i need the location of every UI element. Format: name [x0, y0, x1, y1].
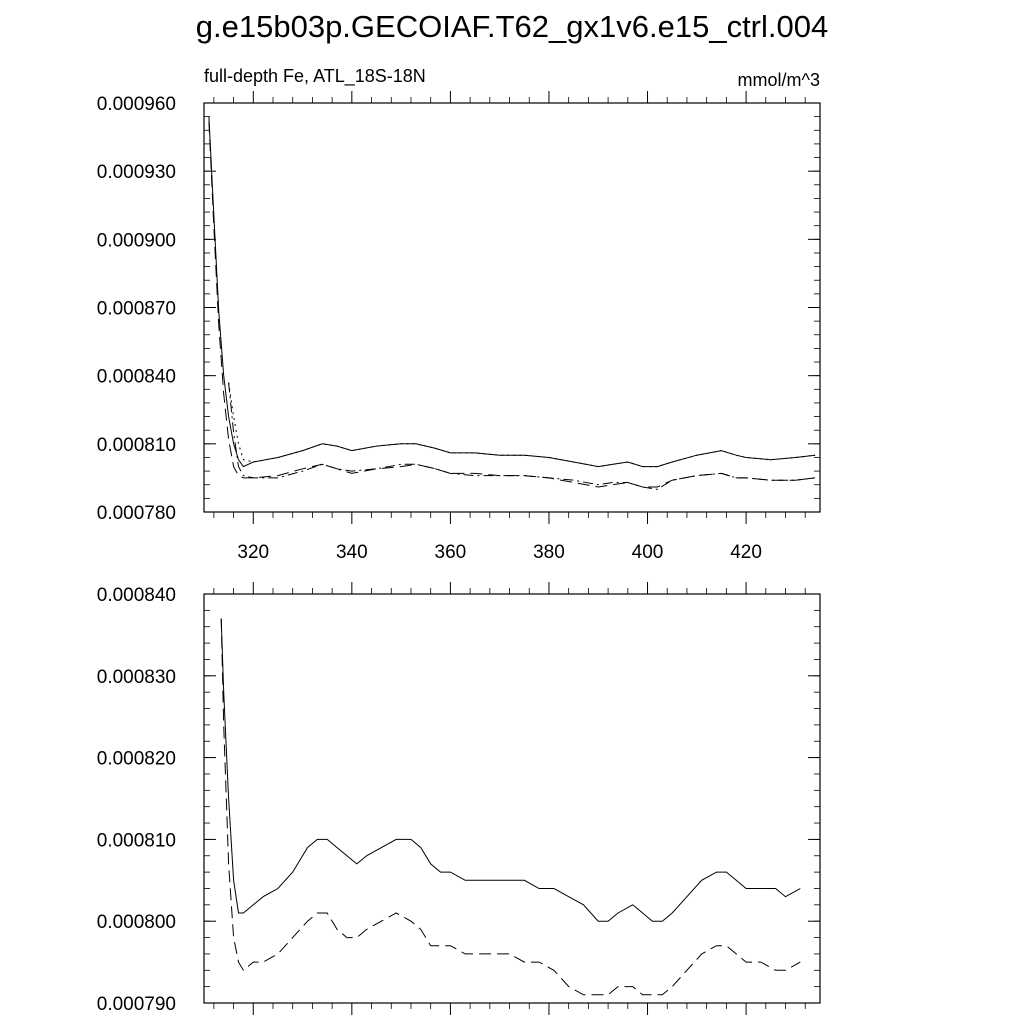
x-tick-label: 380	[533, 542, 565, 563]
series-line-solid	[220, 618, 801, 922]
top-panel: 0.000780 0.000810 0.000840 0.000870 0.000900…	[97, 91, 821, 563]
plot-frame	[203, 102, 821, 513]
y-tick-label: 0.000810	[97, 435, 176, 456]
y-tick-label: 0.000800	[97, 912, 176, 933]
y-tick-label: 0.000870	[97, 299, 176, 320]
x-tick-label: 340	[336, 542, 368, 563]
y-tick-label: 0.000830	[97, 667, 176, 688]
y-tick-label: 0.000820	[97, 749, 176, 770]
series-line-dashed	[220, 618, 801, 996]
y-tick-label: 0.000840	[97, 367, 176, 388]
x-tick-label: 360	[435, 542, 467, 563]
chart-title: g.e15b03p.GECOIAF.T62_gx1v6.e15_ctrl.004	[196, 9, 828, 44]
y-tick-label: 0.000960	[97, 94, 176, 115]
y-tick-label: 0.000840	[97, 585, 176, 606]
series-line-solid	[208, 116, 816, 468]
y-tick-label: 0.000780	[97, 503, 176, 524]
y-tick-label: 0.000900	[97, 230, 176, 251]
y-tick-label: 0.000930	[97, 162, 176, 183]
series-line-dashed	[208, 121, 816, 488]
x-tick-label: 400	[632, 542, 664, 563]
plot-frame	[203, 593, 821, 1004]
units-label: mmol/m^3	[738, 70, 820, 90]
y-tick-label: 0.000790	[97, 994, 176, 1015]
bottom-panel: 0.000790 0.000800 0.000810 0.000820 0.000830…	[97, 582, 821, 1015]
variable-label: full-depth Fe, ATL_18S-18N	[204, 66, 426, 87]
series-line-dotted	[228, 382, 816, 468]
x-tick-label: 320	[237, 542, 269, 563]
y-tick-label: 0.000810	[97, 830, 176, 851]
x-tick-label: 420	[730, 542, 762, 563]
series-line-dashdot	[228, 382, 816, 490]
